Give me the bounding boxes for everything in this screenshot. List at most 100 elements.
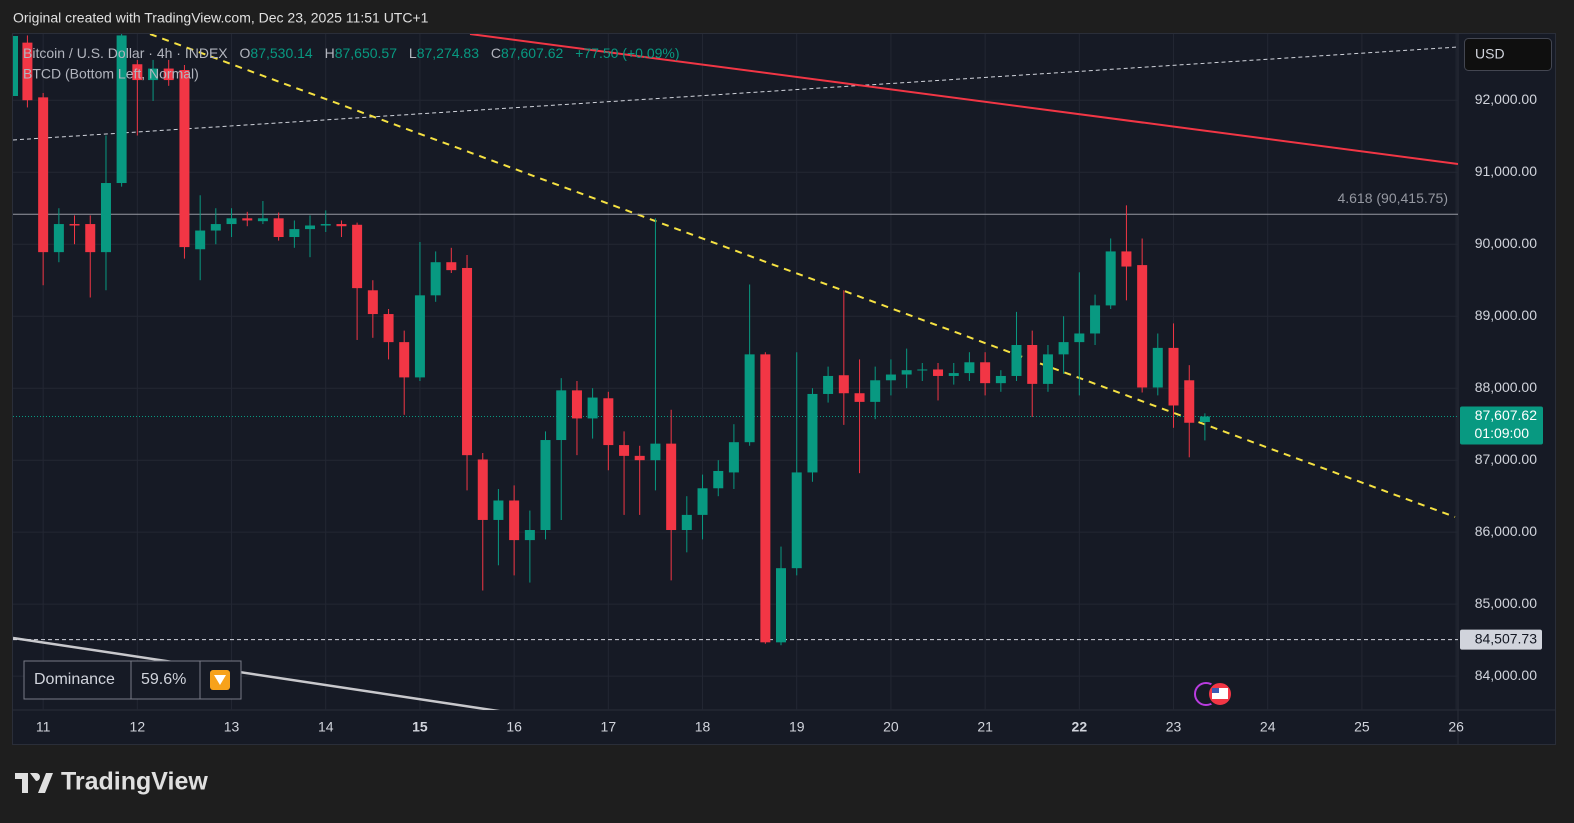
candle-body [509, 500, 520, 541]
x-tick-label: 22 [1072, 719, 1088, 735]
candle-body [163, 68, 174, 81]
header: Original created with TradingView.com, D… [13, 10, 429, 26]
event-icons [1194, 681, 1233, 707]
legend-label: L [409, 45, 417, 61]
x-tick-label: 11 [36, 719, 51, 735]
candle-body [22, 42, 33, 101]
level-tag-label: 84,507.73 [1475, 630, 1537, 646]
y-tick-label: 87,000.00 [1475, 451, 1537, 467]
x-tick-label: 23 [1166, 719, 1182, 735]
candle-body [1011, 345, 1022, 376]
y-tick-label: 92,000.00 [1475, 91, 1537, 107]
legend-title: Bitcoin / U.S. Dollar · 4h · INDEX [23, 45, 228, 61]
x-tick-label: 16 [506, 719, 522, 735]
brand: TradingView [15, 768, 208, 796]
candle-body [634, 455, 645, 461]
legend-change: +77.50 (+0.09%) [575, 45, 679, 61]
currency-button[interactable] [1464, 38, 1552, 71]
last-price-tag [1460, 406, 1543, 445]
candle-body [367, 290, 378, 315]
candle-body [1090, 305, 1101, 334]
candle-body [650, 443, 661, 461]
candle-body [210, 224, 221, 231]
legend-label: O [240, 45, 251, 61]
candle-body [1105, 251, 1116, 306]
trend-line [149, 34, 1456, 518]
legend-label: H [325, 45, 335, 61]
candle-body [148, 68, 159, 81]
candle-body [85, 224, 96, 253]
candle-body [603, 398, 614, 446]
candle-body [838, 375, 849, 394]
candle-body [1058, 342, 1069, 355]
candle-body [587, 397, 598, 419]
x-tick-label: 13 [224, 719, 240, 735]
candle-body [195, 230, 206, 250]
dominance-value: 59.6% [141, 671, 186, 688]
countdown-label: 01:09:00 [1475, 425, 1530, 441]
legend-value: 87,274.83 [417, 45, 479, 61]
dominance-box: Dominance 59.6% [23, 660, 242, 700]
level-tag [1460, 629, 1542, 650]
candle-body [414, 295, 425, 378]
y-tick-label: 84,000.00 [1475, 667, 1537, 683]
candle-body [1168, 347, 1179, 406]
candle-body [697, 488, 708, 515]
x-tick-label: 24 [1260, 719, 1276, 735]
candle-body [38, 97, 49, 253]
candle-body [53, 224, 64, 253]
candle-body [399, 342, 410, 378]
candle-body [1199, 416, 1210, 423]
currency-label[interactable]: USD [1475, 46, 1505, 62]
candle-body [619, 445, 630, 456]
candle-body [289, 229, 300, 238]
y-tick-label: 91,000.00 [1475, 163, 1537, 179]
candle-body [273, 218, 284, 238]
dominance-frame [23, 660, 242, 700]
flag [1212, 688, 1228, 699]
candle-body [760, 354, 771, 643]
candle-body [870, 380, 881, 402]
legend-marker [13, 36, 18, 96]
candle-body [132, 64, 143, 81]
candle-body [540, 440, 551, 531]
candle-body [493, 500, 504, 520]
candle-body [477, 459, 488, 520]
candle-body [571, 390, 582, 419]
candle-body [980, 362, 991, 384]
legend: Bitcoin / U.S. Dollar · 4h · INDEX O87,5… [23, 45, 680, 61]
x-tick-label: 17 [601, 719, 617, 735]
x-tick-label: 20 [883, 719, 899, 735]
x-tick-label: 18 [695, 719, 711, 735]
candle-body [226, 218, 237, 225]
candle-body [257, 218, 268, 222]
candle-body [320, 224, 331, 226]
candle-body [352, 224, 363, 289]
candle-body [242, 218, 253, 221]
flag [1212, 688, 1219, 693]
candle-body [728, 442, 739, 473]
legend-value: 87,530.14 [250, 45, 312, 61]
candle-body [744, 354, 755, 443]
x-tick-label: 15 [412, 719, 428, 735]
trend-line [13, 46, 1458, 141]
candle-body [681, 514, 692, 531]
candle-body [462, 267, 473, 456]
candle-body [1074, 333, 1085, 343]
candle-body [69, 224, 80, 226]
x-tick-label: 25 [1354, 719, 1370, 735]
candle-body [430, 262, 441, 296]
candle-body [383, 314, 394, 343]
legend-value: 87,650.57 [335, 45, 397, 61]
y-tick-label: 88,000.00 [1475, 379, 1537, 395]
axes: 84,000.00 85,000.00 86,000.00 87,000.00 88,0… [36, 91, 1537, 735]
x-tick-label: 12 [130, 719, 146, 735]
candle-body [933, 369, 944, 376]
indicator-label: BTCD (Bottom Left, Normal) [23, 66, 199, 82]
candle-body [775, 568, 786, 643]
candle-body [556, 390, 567, 441]
levels: 84,507.73 4.618 (90,415.75) 87,607.62 01:09… [13, 190, 1543, 650]
candle-body [901, 370, 912, 375]
brand-logo [15, 773, 53, 793]
